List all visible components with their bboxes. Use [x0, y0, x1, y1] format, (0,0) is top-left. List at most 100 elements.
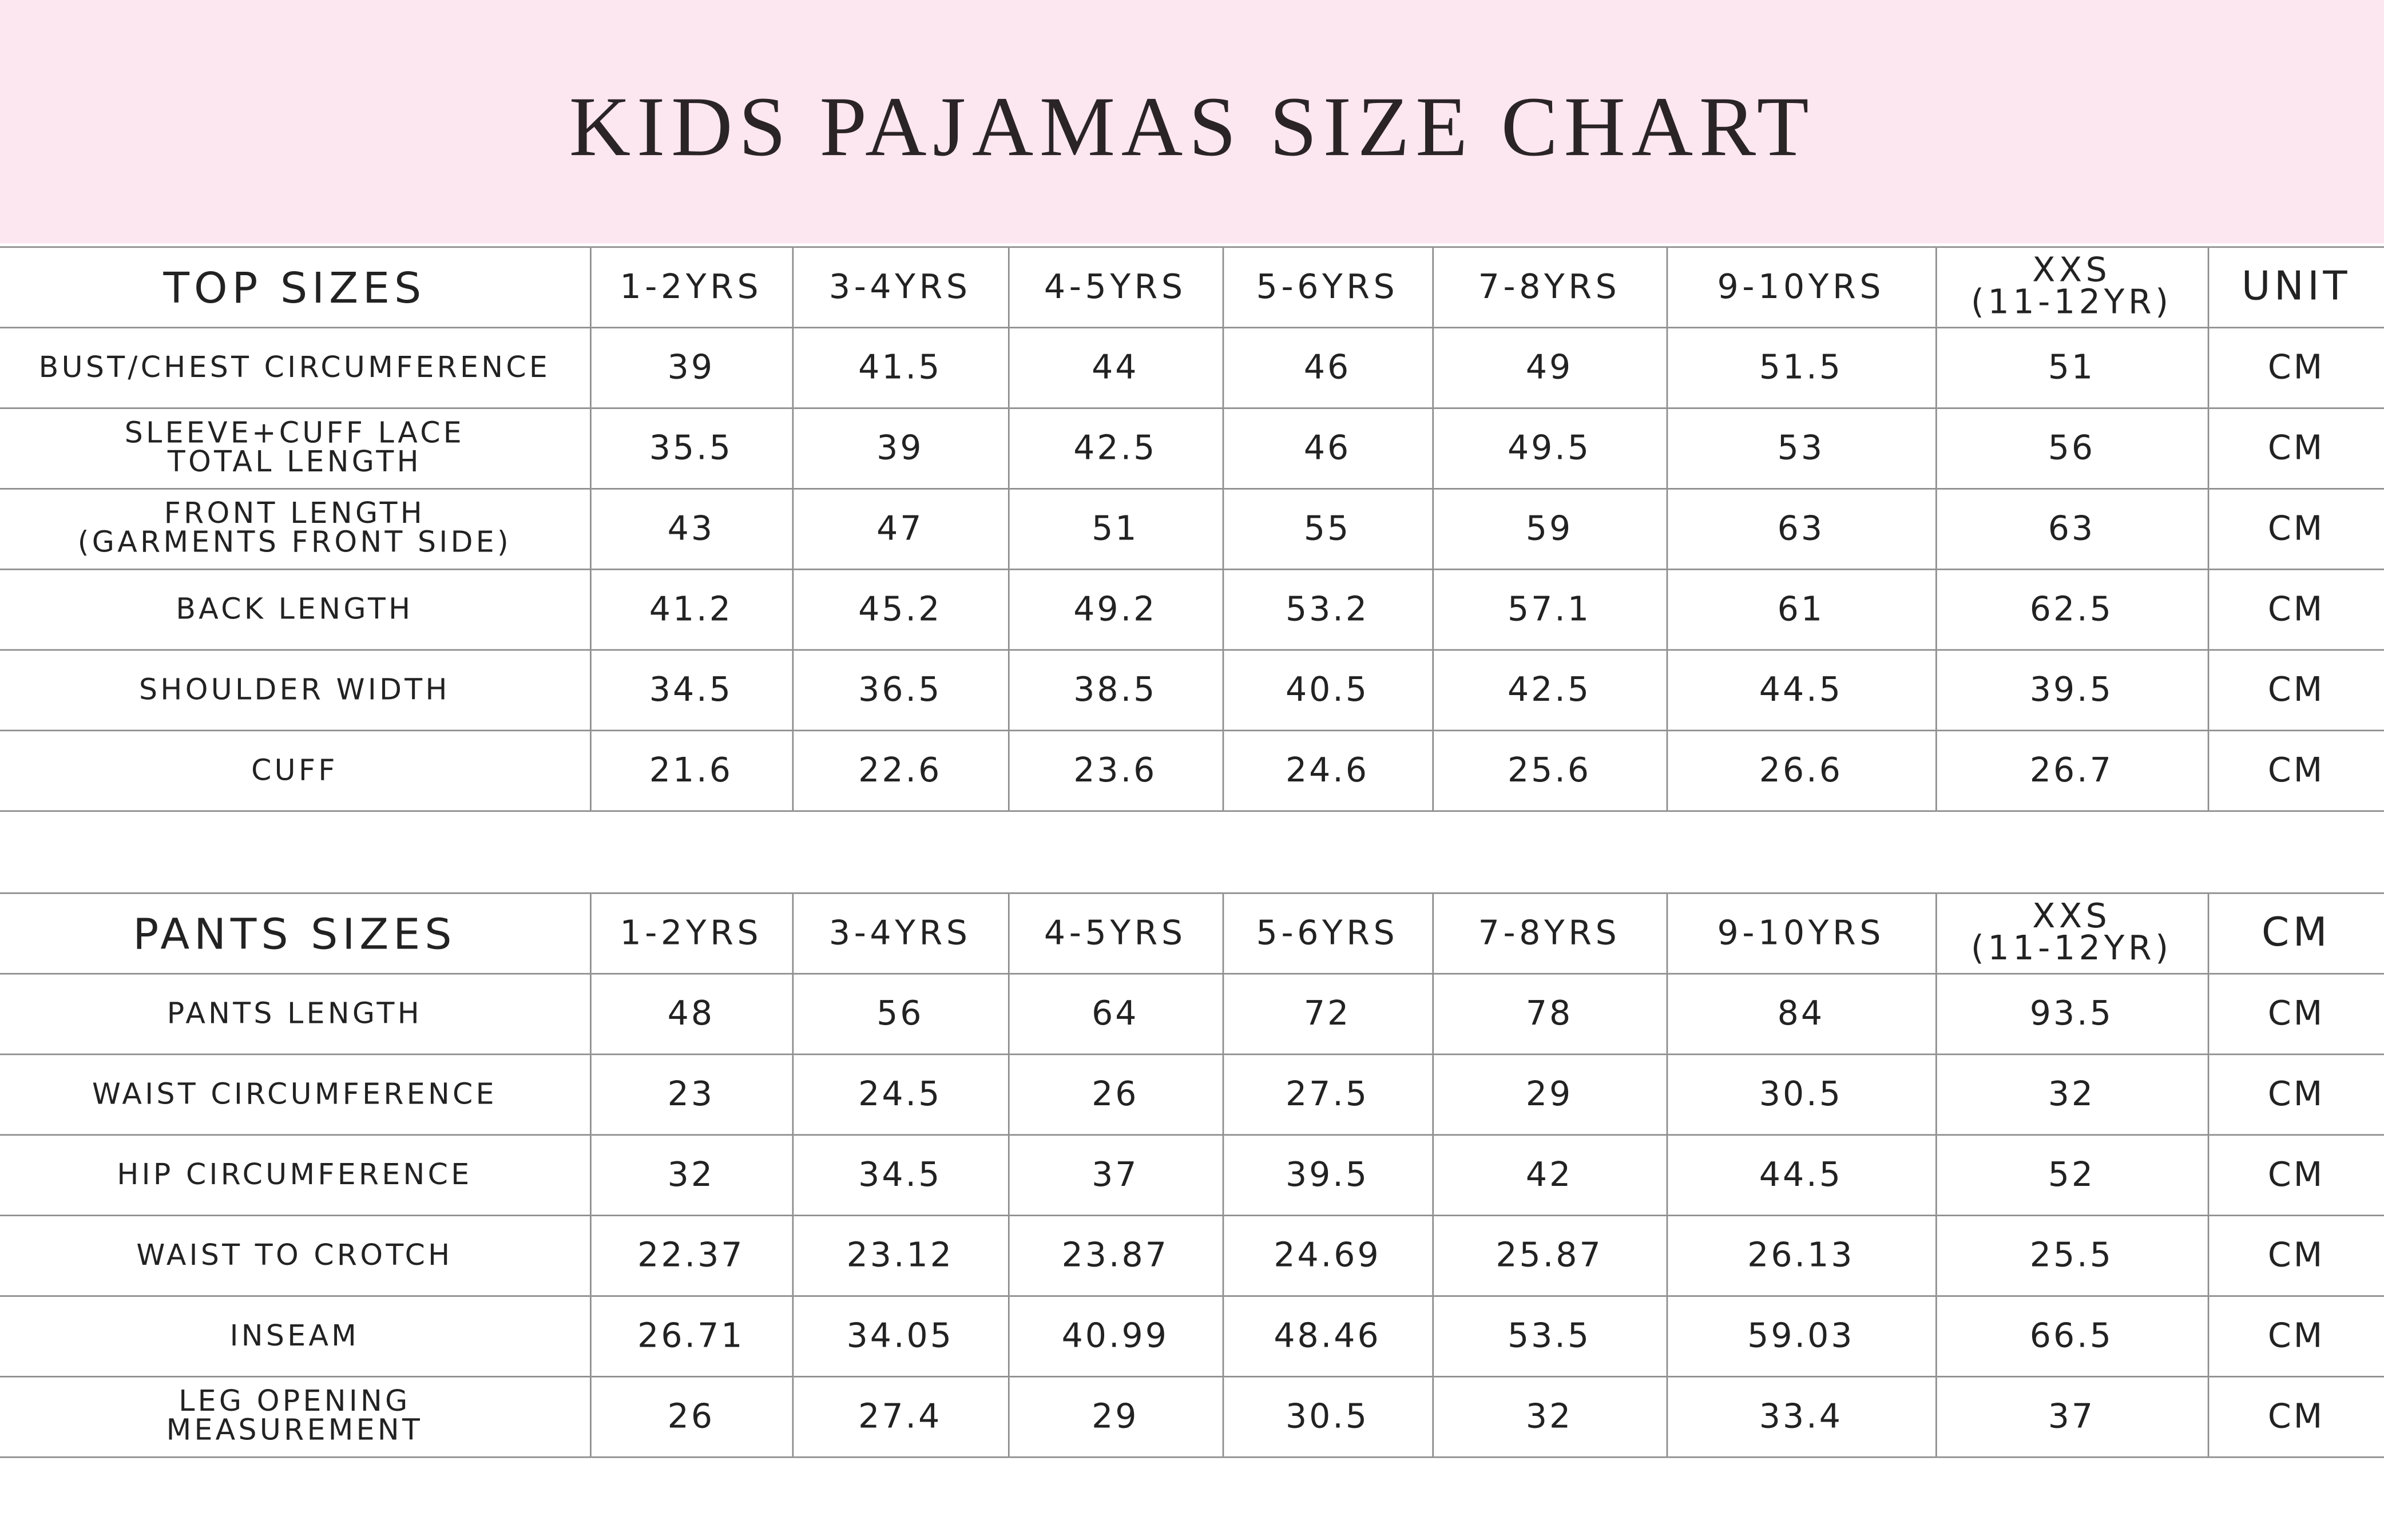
row-label: LEG OPENING MEASUREMENT: [0, 1376, 590, 1458]
value-cell: 56: [791, 973, 1008, 1055]
title: KIDS PAJAMAS SIZE CHART: [569, 80, 1815, 175]
data-row: WAIST CIRCUMFERENCE 23 24.5 26 27.5 29 30.5 32 C…: [0, 1053, 2384, 1136]
column-header: 1-2YRS: [589, 892, 792, 975]
data-row: BUST/CHEST CIRCUMFERENCE 39 41.5 44 46 49 51.5…: [0, 327, 2384, 409]
column-header: CM: [2207, 892, 2384, 975]
value-cell: 51: [1934, 327, 2208, 409]
row-label: CUFF: [0, 729, 590, 812]
value-cell: 42.5: [1431, 649, 1667, 732]
value-cell: 22.37: [589, 1214, 792, 1297]
value-cell: 47: [791, 488, 1008, 570]
unit-cell: CM: [2207, 568, 2384, 651]
value-cell: 51.5: [1665, 327, 1936, 409]
value-cell: 84: [1665, 973, 1936, 1055]
value-cell: 37: [1007, 1134, 1223, 1217]
table-body: TOP SIZES 1-2YRS 3-4YRS 4-5YRS 5-6YRS 7-8YRS 9…: [0, 246, 2384, 812]
row-label: BUST/CHEST CIRCUMFERENCE: [0, 327, 590, 409]
column-header: 1-2YRS: [589, 246, 792, 329]
row-label: PANTS LENGTH: [0, 973, 590, 1055]
value-cell: 59.03: [1665, 1295, 1936, 1378]
value-cell: 93.5: [1934, 973, 2208, 1055]
value-cell: 66.5: [1934, 1295, 2208, 1378]
value-cell: 32: [1934, 1053, 2208, 1136]
value-cell: 22.6: [791, 729, 1008, 812]
value-cell: 44: [1007, 327, 1223, 409]
row-label: HIP CIRCUMFERENCE: [0, 1134, 590, 1217]
value-cell: 48.46: [1221, 1295, 1433, 1378]
value-cell: 32: [589, 1134, 792, 1217]
value-cell: 51: [1007, 488, 1223, 570]
value-cell: 36.5: [791, 649, 1008, 732]
value-cell: 46: [1221, 327, 1433, 409]
value-cell: 49: [1431, 327, 1667, 409]
column-header: XXS (11-12YR): [1934, 246, 2208, 329]
value-cell: 27.5: [1221, 1053, 1433, 1136]
value-cell: 46: [1221, 407, 1433, 490]
value-cell: 25.6: [1431, 729, 1667, 812]
value-cell: 21.6: [589, 729, 792, 812]
value-cell: 42.5: [1007, 407, 1223, 490]
value-cell: 24.6: [1221, 729, 1433, 812]
value-cell: 29: [1007, 1376, 1223, 1458]
value-cell: 34.05: [791, 1295, 1008, 1378]
column-header: 7-8YRS: [1431, 892, 1667, 975]
data-row: FRONT LENGTH (GARMENTS FRONT SIDE) 43 47 51…: [0, 488, 2384, 570]
row-label: SLEEVE+CUFF LACE TOTAL LENGTH: [0, 407, 590, 490]
value-cell: 48: [589, 973, 792, 1055]
column-header: 5-6YRS: [1221, 892, 1433, 975]
value-cell: 38.5: [1007, 649, 1223, 732]
table-body: PANTS SIZES 1-2YRS 3-4YRS 4-5YRS 5-6YRS 7-8YR…: [0, 892, 2384, 1458]
value-cell: 27.4: [791, 1376, 1008, 1458]
value-cell: 34.5: [791, 1134, 1008, 1217]
value-cell: 26.71: [589, 1295, 792, 1378]
column-header: 3-4YRS: [791, 246, 1008, 329]
value-cell: 64: [1007, 973, 1223, 1055]
row-label: BACK LENGTH: [0, 568, 590, 651]
value-cell: 43: [589, 488, 792, 570]
header-row: TOP SIZES 1-2YRS 3-4YRS 4-5YRS 5-6YRS 7-8YRS 9…: [0, 246, 2384, 329]
data-row: PANTS LENGTH 48 56 64 72 78 84 93.5 CM: [0, 973, 2384, 1055]
value-cell: 23.12: [791, 1214, 1008, 1297]
value-cell: 53.2: [1221, 568, 1433, 651]
value-cell: 35.5: [589, 407, 792, 490]
unit-cell: CM: [2207, 1134, 2384, 1217]
unit-cell: CM: [2207, 649, 2384, 732]
unit-cell: CM: [2207, 1376, 2384, 1458]
value-cell: 23.87: [1007, 1214, 1223, 1297]
unit-cell: CM: [2207, 488, 2384, 570]
value-cell: 23: [589, 1053, 792, 1136]
value-cell: 33.4: [1665, 1376, 1936, 1458]
unit-cell: CM: [2207, 1295, 2384, 1378]
value-cell: 63: [1934, 488, 2208, 570]
unit-cell: CM: [2207, 1053, 2384, 1136]
value-cell: 78: [1431, 973, 1667, 1055]
value-cell: 53.5: [1431, 1295, 1667, 1378]
column-header: 3-4YRS: [791, 892, 1008, 975]
row-label: WAIST TO CROTCH: [0, 1214, 590, 1297]
value-cell: 49.5: [1431, 407, 1667, 490]
data-row: BACK LENGTH 41.2 45.2 49.2 53.2 57.1 61 62.5 CM: [0, 568, 2384, 651]
value-cell: 30.5: [1665, 1053, 1936, 1136]
value-cell: 26.6: [1665, 729, 1936, 812]
value-cell: 40.99: [1007, 1295, 1223, 1378]
title-banner: [0, 0, 2384, 244]
data-row: LEG OPENING MEASUREMENT 26 27.4 29 30.5 32 33.…: [0, 1376, 2384, 1458]
value-cell: 26.13: [1665, 1214, 1936, 1297]
column-header: 4-5YRS: [1007, 892, 1223, 975]
value-cell: 24.69: [1221, 1214, 1433, 1297]
value-cell: 41.5: [791, 327, 1008, 409]
value-cell: 40.5: [1221, 649, 1433, 732]
value-cell: 37: [1934, 1376, 2208, 1458]
section-title: TOP SIZES: [0, 246, 590, 329]
value-cell: 63: [1665, 488, 1936, 570]
row-label: INSEAM: [0, 1295, 590, 1378]
value-cell: 23.6: [1007, 729, 1223, 812]
value-cell: 39.5: [1221, 1134, 1433, 1217]
value-cell: 32: [1431, 1376, 1667, 1458]
section-title: PANTS SIZES: [0, 892, 590, 975]
value-cell: 30.5: [1221, 1376, 1433, 1458]
column-header: 5-6YRS: [1221, 246, 1433, 329]
value-cell: 39: [589, 327, 792, 409]
unit-cell: CM: [2207, 1214, 2384, 1297]
